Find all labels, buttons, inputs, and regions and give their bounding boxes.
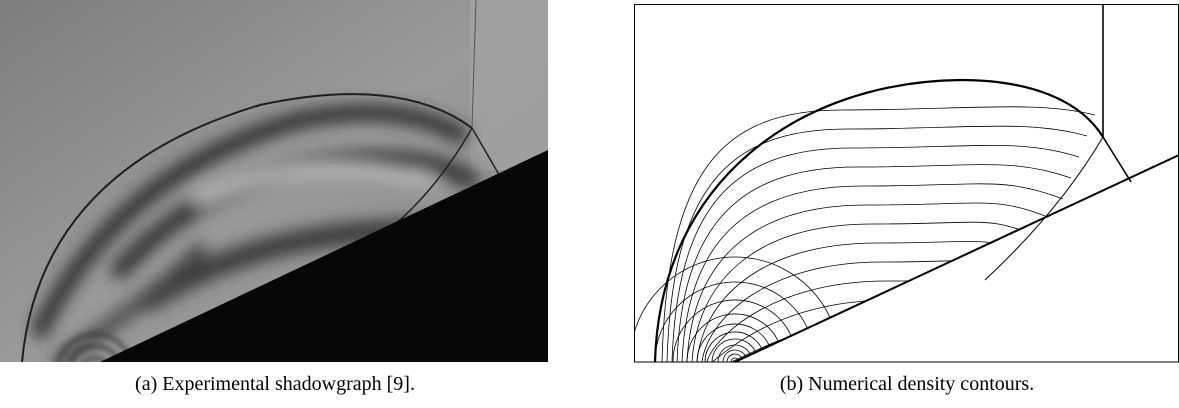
shadowgraph-image: [0, 0, 548, 408]
caption: (b) Numerical density contours.: [780, 373, 1034, 395]
figure: (a) Experimental shadowgraph [9]. (b) Nu…: [0, 0, 1179, 408]
caption: (a) Experimental shadowgraph [9].: [135, 373, 415, 395]
contour-plot: [630, 4, 1179, 365]
